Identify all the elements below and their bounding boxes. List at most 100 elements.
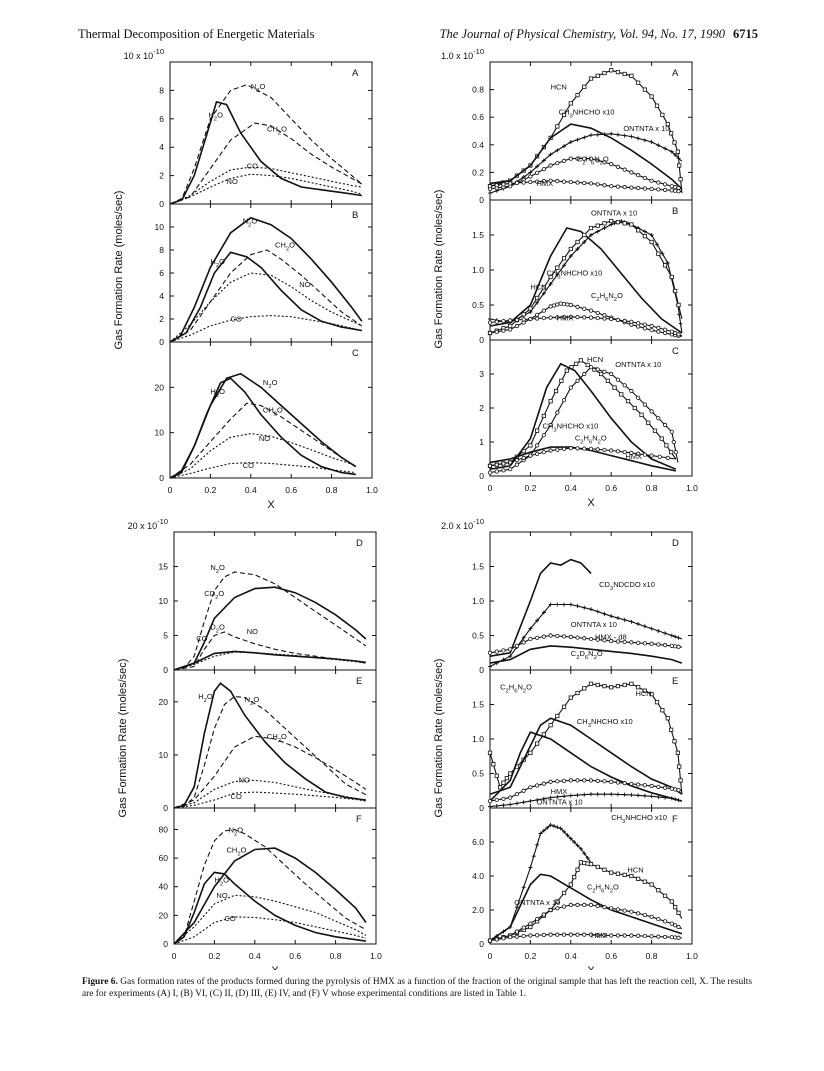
series-marker [575,902,580,908]
series-marker [669,450,674,455]
series-marker [528,626,533,631]
y-tick-label: 0.5 [472,631,484,641]
series-marker [508,654,513,659]
series-marker [501,182,506,187]
series-marker [678,778,683,783]
series-marker [662,263,668,268]
series-marker [649,186,654,192]
series-marker [676,910,681,915]
running-header-journal: The Journal of Physical Chemistry, Vol. … [440,27,758,42]
series-label: HCN [627,866,643,875]
panel-top-right-A: A 1.0 x 10-10 0 0.2 0.4 0.6 0.8 HCN CH3NHCHO x10… [441,47,693,205]
y-tick-label: 1.0 [472,734,484,744]
series-marker [595,637,600,642]
series-marker [514,458,520,463]
series-marker [642,879,647,884]
series-line [173,871,367,945]
series-marker [494,319,499,324]
series-label: HMX - d8 [595,633,627,642]
panel-letter: B [672,206,678,217]
y-tick-label: 0 [479,939,484,949]
y-tick-label: 0.5 [472,300,484,310]
series-label: H2O [210,387,225,399]
series-marker [514,462,520,467]
series-marker [629,319,634,324]
series-marker [528,933,533,938]
series-label: N2O [243,217,258,229]
series-marker [649,94,654,99]
series-marker [561,315,567,320]
series-label: D2O [210,622,225,634]
series-line [173,571,367,671]
series-marker [588,446,594,451]
series-marker [568,446,573,451]
series-marker [595,447,600,452]
panel-letter: F [672,814,678,825]
series-marker [582,636,587,641]
series-marker [677,163,682,168]
series-marker [636,622,641,626]
y-tick-label: 0 [163,665,168,675]
series-marker [535,741,540,746]
series-marker [636,911,641,916]
series-marker [582,135,587,140]
series-marker [508,323,513,329]
series-marker [609,933,614,938]
series-line [489,873,683,942]
series-marker [665,122,670,127]
series-label: HMX [625,452,642,461]
series-marker [622,383,627,388]
series-marker [582,686,587,691]
series-marker [595,73,600,78]
series-marker [652,428,658,433]
series-line [489,779,683,802]
series-marker [665,455,670,460]
series-marker [514,180,520,186]
series-marker [622,167,627,172]
series-label: C2D6N2O [571,649,603,661]
series-marker [673,330,678,336]
panel-letter: E [356,676,362,687]
series-marker [673,152,678,157]
series-label: ONTNTA x 10 [514,898,560,907]
series-marker [535,295,540,301]
series-marker [676,189,681,194]
y-tick-label: 6.0 [472,837,484,847]
series-label: HCN [635,689,651,698]
series-marker [642,688,647,693]
series-marker [555,410,560,415]
series-marker [561,704,567,709]
series-marker [609,638,614,644]
series-label: N2O [229,825,244,837]
series-marker [578,846,583,851]
series-marker [521,635,526,640]
panel-bottom-right-E: E 0 0.5 1.0 1.5 C2H6N2O HCN CH3NHCHO x10 HMX ONTN… [472,669,693,813]
series-marker [588,156,594,161]
series-marker [548,823,553,827]
series-marker [656,180,661,185]
series-marker [494,937,499,942]
series-marker [487,184,493,189]
series-marker [565,833,570,838]
series-marker [669,184,674,189]
series-marker [642,402,647,407]
series-label: ONTNTA x 10 [623,124,669,133]
series-marker [663,795,668,800]
series-marker [662,182,668,187]
y-tick-label: 0.2 [472,167,484,177]
series-marker [487,750,493,755]
series-marker [568,179,573,185]
y-tick-label: 0 [479,471,484,481]
y-tick-label: 0 [159,337,164,347]
series-marker [642,452,647,457]
panel-letter: B [352,210,358,221]
series-marker [555,899,560,904]
series-marker [535,916,540,922]
series-label: HCN [587,355,603,364]
panel-top-left-B: B 0 2 4 6 8 10 N2O CH2O H2O NO CO [155,203,373,347]
series-marker [636,685,641,690]
series-marker [629,388,634,394]
figure-caption-text: Gas formation rates of the products form… [82,977,753,999]
series-marker [582,792,587,797]
